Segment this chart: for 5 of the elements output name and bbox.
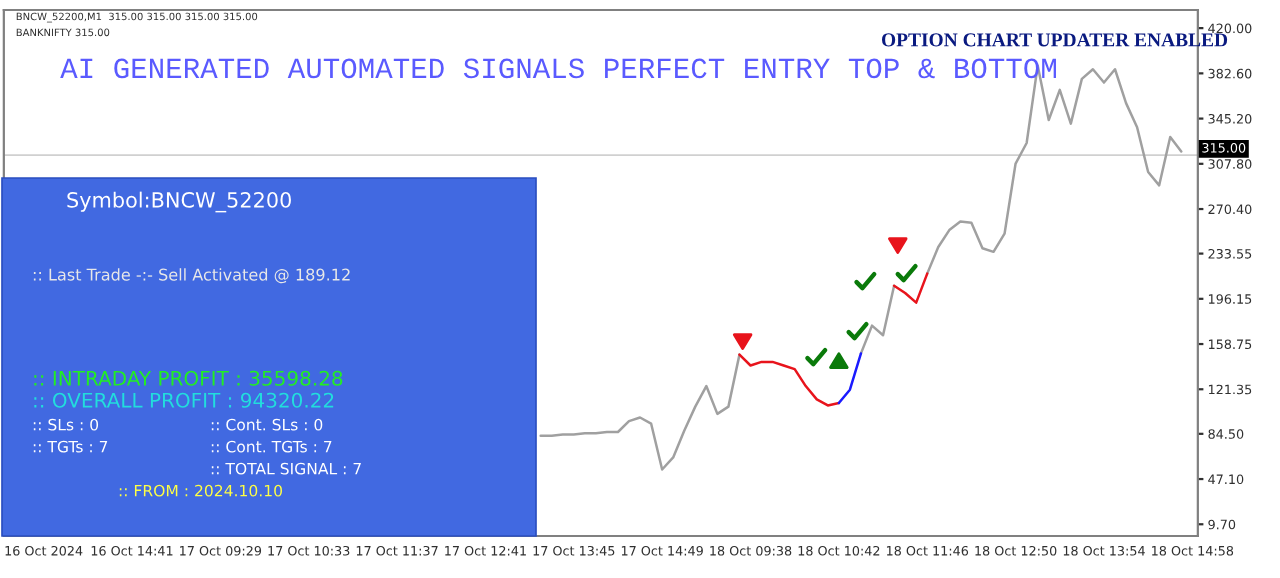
annotation: Symbol:BNCW_52200	[67, 191, 291, 213]
annotation: :: INTRADAY PROFIT : 35598.28	[34, 370, 343, 386]
text: OPTION CHART UPDATER ENABLED	[881, 33, 1228, 47]
annotation: :: OVERALL PROFIT : 94320.22	[34, 392, 334, 408]
annotation: :: Last Trade -:- Sell Activated @ 189.12	[33, 268, 350, 284]
